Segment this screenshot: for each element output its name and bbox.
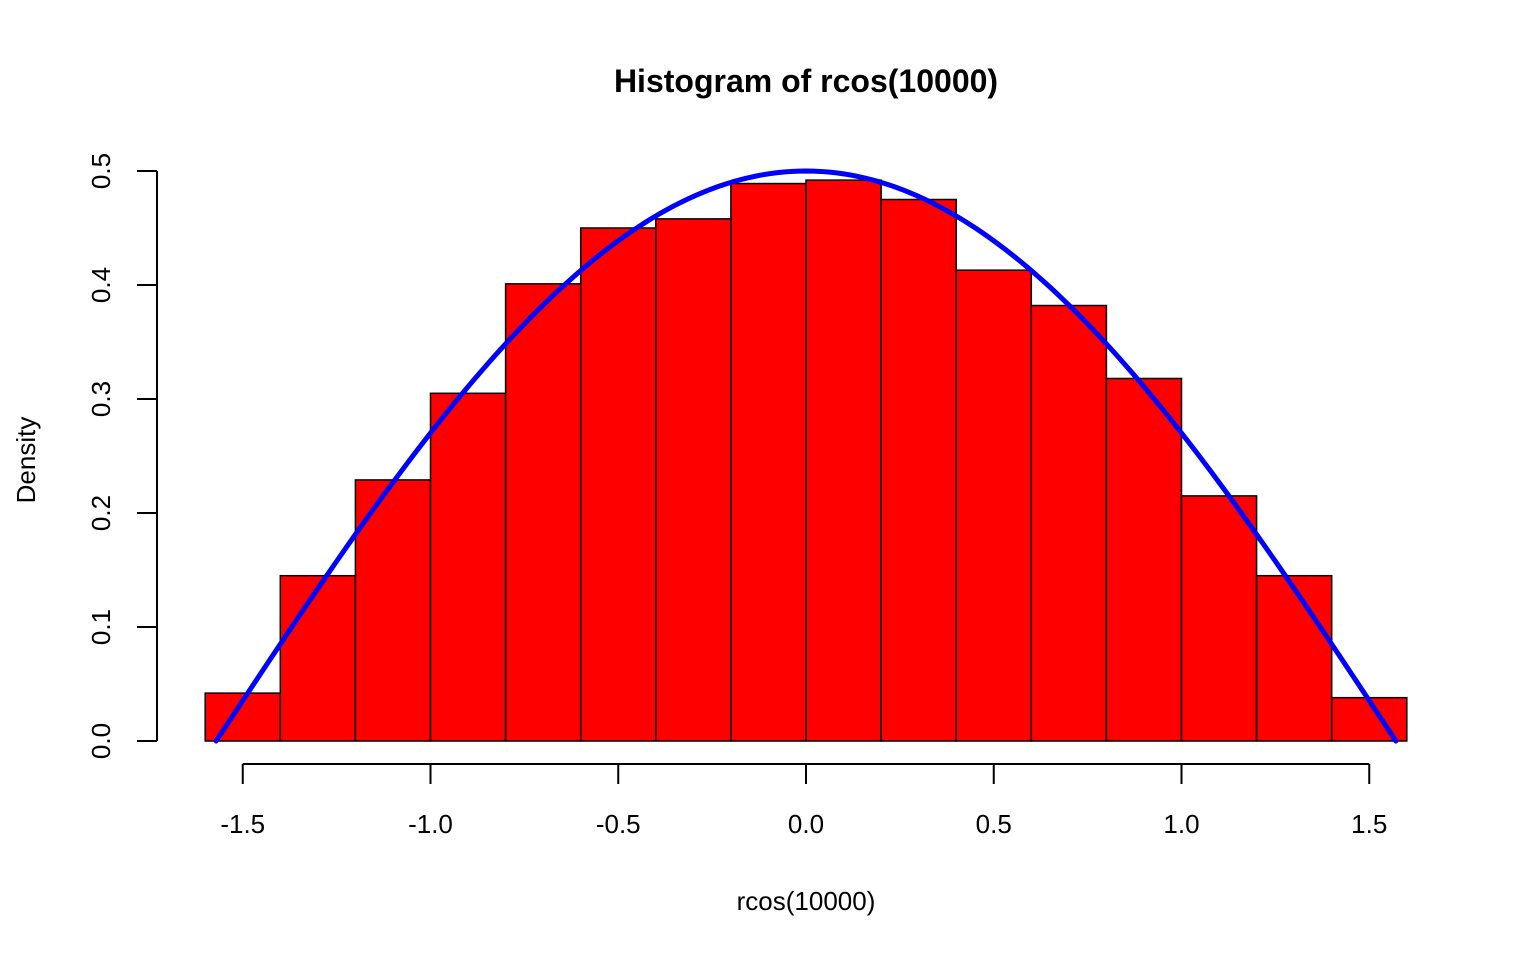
histogram-bar (354, 479, 432, 742)
x-tick-label: 1.5 (1351, 809, 1387, 839)
x-axis: -1.5 -1.0 -0.5 0.0 0.5 1.0 1.5 (220, 763, 1387, 839)
histogram-bars (204, 179, 1408, 742)
y-tick-label: 0.0 (86, 723, 116, 759)
y-tick-label: 0.1 (86, 609, 116, 645)
histogram-bar (1180, 495, 1258, 742)
y-tick-label: 0.5 (86, 153, 116, 189)
histogram-bar (955, 269, 1033, 742)
histogram-bar (579, 227, 657, 742)
y-tick-label: 0.4 (86, 267, 116, 303)
histogram-bar (504, 283, 582, 742)
density-curve (213, 168, 1399, 744)
histogram-bar (880, 198, 957, 742)
x-tick-label: -1.5 (220, 809, 265, 839)
x-tick-label: 0.5 (976, 809, 1012, 839)
x-tick-label: -1.0 (408, 809, 453, 839)
histogram-bar (1030, 304, 1108, 742)
y-axis: 0.0 0.1 0.2 0.3 0.4 0.5 (86, 153, 158, 759)
histogram-bar (805, 179, 882, 742)
x-tick-label: -0.5 (596, 809, 641, 839)
histogram-bar (1255, 574, 1333, 742)
histogram-bar (655, 218, 732, 742)
x-axis-label: rcos(10000) (737, 886, 876, 916)
y-axis-label: Density (11, 417, 41, 504)
histogram-bar (1105, 377, 1183, 742)
histogram-bar (730, 182, 807, 742)
histogram-bar (279, 574, 357, 742)
y-tick-label: 0.2 (86, 495, 116, 531)
y-tick-label: 0.3 (86, 381, 116, 417)
x-tick-label: 0.0 (788, 809, 824, 839)
chart-title: Histogram of rcos(10000) (614, 63, 998, 99)
x-tick-label: 1.0 (1163, 809, 1199, 839)
histogram-bar (429, 392, 507, 742)
